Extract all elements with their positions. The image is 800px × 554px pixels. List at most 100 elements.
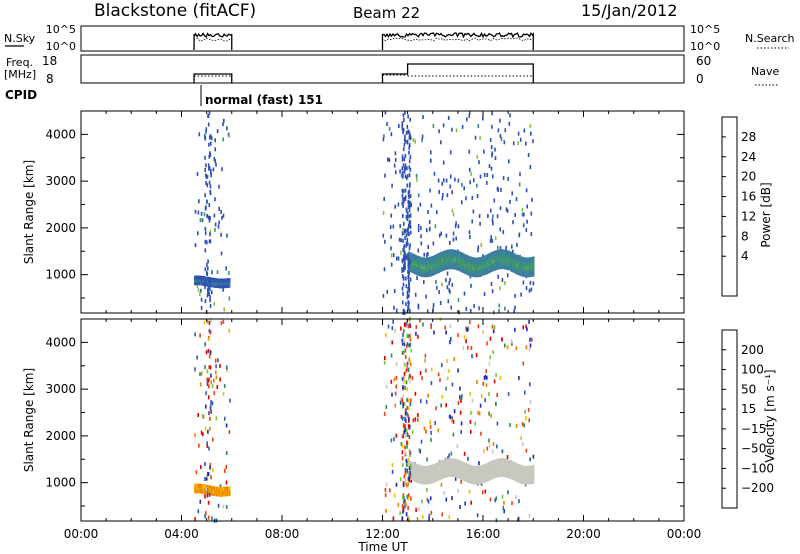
velocity-scatter-cell	[520, 436, 522, 441]
power-scatter-cell	[403, 169, 406, 174]
power-scatter-cell	[469, 180, 471, 185]
power-scatter-cell	[209, 303, 212, 308]
power-scatter-cell	[423, 252, 425, 257]
velocity-scatter-cell	[383, 412, 386, 416]
power-scatter-cell	[206, 199, 208, 204]
power-scatter-cell	[408, 232, 410, 237]
power-scatter-cell	[402, 204, 404, 208]
power-scatter-cell	[486, 173, 489, 177]
power-scatter-cell	[402, 257, 405, 262]
power-scatter-cell	[408, 246, 411, 251]
date-title: 15/Jan/2012	[581, 1, 678, 20]
power-scatter-cell	[402, 130, 404, 135]
velocity-scatter-cell	[400, 414, 403, 419]
power-scatter-cell	[402, 128, 405, 132]
power-scatter-cell	[504, 281, 506, 285]
power-scatter-cell	[401, 121, 404, 126]
power-scatter-cell	[388, 126, 391, 131]
velocity-scatter-cell	[499, 376, 502, 381]
power-scatter-cell	[407, 190, 410, 195]
power-scatter-cell	[402, 189, 405, 194]
velocity-scatter-cell	[445, 386, 447, 391]
power-echo-cell	[441, 267, 443, 272]
power-echo-cell	[437, 253, 440, 258]
velocity-scatter-cell	[215, 518, 218, 523]
power-scatter-cell	[401, 300, 404, 305]
velocity-scatter-cell	[225, 504, 228, 509]
power-scatter-cell	[500, 188, 502, 192]
velocity-scatter-cell	[384, 356, 386, 360]
velocity-scatter-cell	[391, 463, 394, 468]
velocity-scatter-cell	[529, 343, 532, 348]
power-scatter-cell	[479, 135, 481, 140]
power-scatter-cell	[482, 116, 484, 121]
velocity-scatter-cell	[501, 494, 504, 499]
power-scatter-cell	[417, 228, 420, 233]
velocity-scatter-cell	[532, 454, 535, 459]
freq-label: Freq.	[6, 56, 33, 69]
power-scatter-cell	[205, 127, 208, 132]
velocity-scatter-cell	[460, 429, 462, 434]
velocity-scatter-cell	[390, 353, 393, 358]
power-scatter-cell	[426, 309, 429, 314]
velocity-scatter-cell	[420, 399, 422, 404]
power-scatter-cell	[446, 285, 449, 290]
velocity-scatter-cell	[393, 377, 396, 382]
velocity-scatter-cell	[395, 433, 398, 438]
power-scatter-cell	[226, 126, 228, 131]
power-scatter-cell	[207, 114, 210, 118]
power-scatter-cell	[508, 159, 510, 164]
power-scatter-cell	[531, 197, 533, 202]
freq-trace	[381, 63, 534, 83]
power-echo-cell	[210, 277, 212, 282]
power-scatter-cell	[426, 253, 428, 258]
power-scatter-cell	[432, 303, 435, 308]
velocity-scatter-cell	[529, 400, 532, 405]
power-scatter-cell	[395, 170, 397, 175]
power-scatter-cell	[209, 184, 212, 189]
power-scatter-cell	[404, 134, 406, 139]
velocity-scatter-cell	[439, 378, 441, 383]
power-scatter-cell	[437, 178, 440, 183]
power-scatter-cell	[208, 215, 210, 220]
power-scatter-cell	[404, 110, 406, 115]
velocity-scatter-cell	[425, 368, 427, 373]
velocity-scatter-cell	[450, 337, 452, 341]
power-scatter-cell	[468, 167, 471, 172]
velocity-scatter-cell	[501, 337, 503, 342]
power-scatter-cell	[490, 208, 492, 213]
velocity-scatter-cell	[486, 375, 488, 380]
power-scatter-cell	[403, 117, 405, 122]
velocity-scatter-cell	[440, 482, 443, 487]
velocity-scatter-cell	[427, 393, 429, 398]
velocity-scatter-cell	[445, 497, 448, 502]
power-scatter-cell	[425, 294, 427, 299]
velocity-scatter-cell	[199, 333, 201, 338]
power-scatter-cell	[397, 256, 400, 261]
power-scatter-cell	[452, 212, 455, 217]
power-scatter-cell	[511, 244, 513, 249]
power-scatter-cell	[532, 139, 534, 144]
velocity-scatter-cell	[403, 329, 405, 334]
power-scatter-cell	[408, 165, 411, 170]
power-scatter-cell	[517, 131, 520, 136]
power-scatter-cell	[196, 284, 199, 288]
velocity-scatter-cell	[199, 499, 202, 504]
velocity-scatter-cell	[225, 465, 228, 469]
power-scatter-cell	[505, 207, 508, 212]
power-scatter-cell	[493, 198, 496, 203]
velocity-scatter-cell	[426, 457, 428, 462]
power-scatter-cell	[218, 184, 220, 189]
power-scatter-cell	[204, 155, 206, 160]
velocity-scatter-cell	[212, 437, 214, 442]
power-scatter-cell	[470, 171, 472, 176]
velocity-scatter-cell	[429, 420, 432, 424]
velocity-scatter-cell	[216, 385, 219, 389]
power-scatter-cell	[397, 202, 400, 207]
velocity-scatter-cell	[460, 479, 462, 484]
power-scatter-cell	[482, 254, 484, 259]
velocity-scatter-cell	[478, 461, 480, 466]
velocity-scatter-cell	[215, 375, 218, 380]
power-echo-cell	[532, 256, 535, 261]
